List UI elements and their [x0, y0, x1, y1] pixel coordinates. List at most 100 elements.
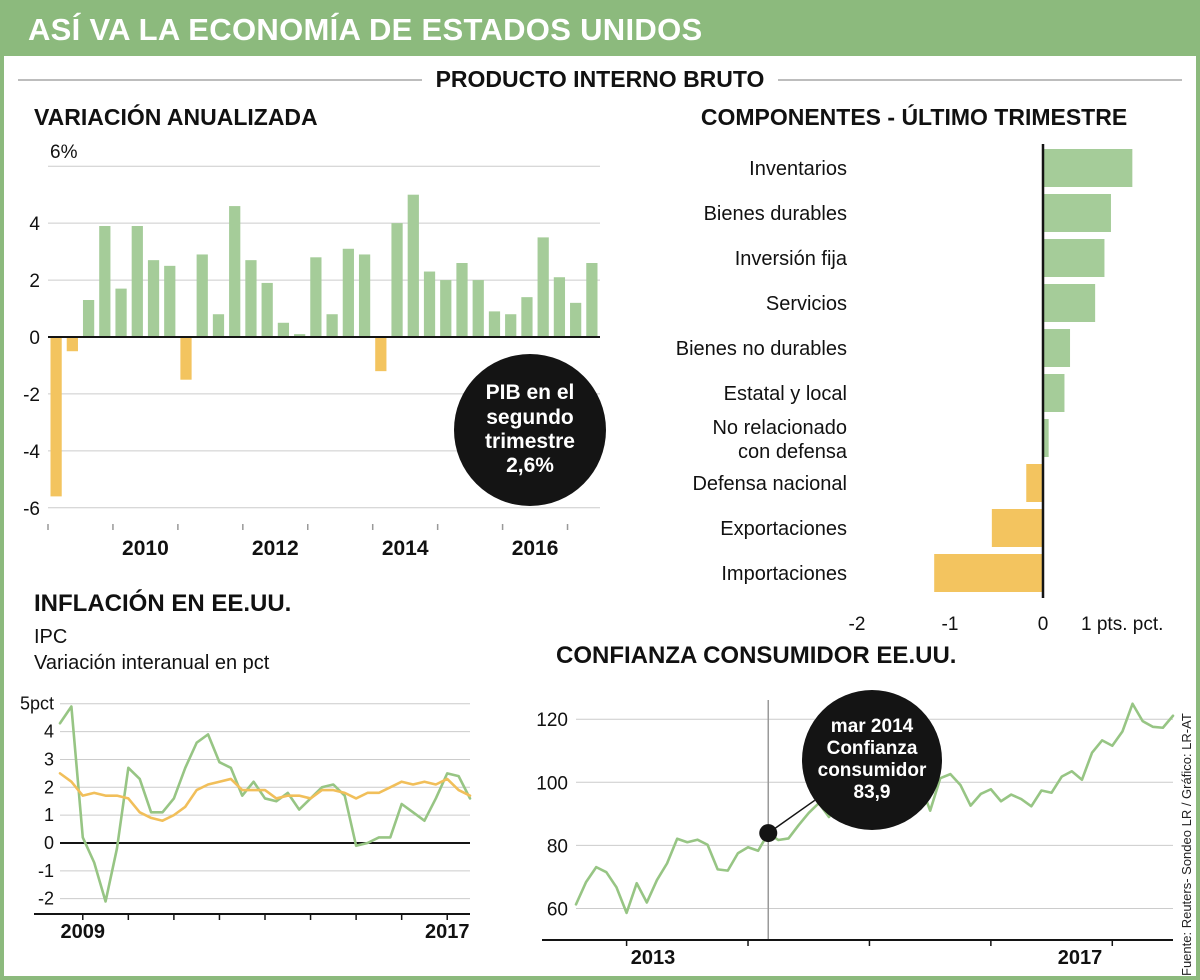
badge-line: PIB en el	[485, 381, 575, 405]
gdp-bar	[50, 337, 62, 497]
svg-text:1: 1	[44, 805, 54, 825]
svg-text:-4: -4	[23, 442, 40, 463]
svg-text:Inversión fija: Inversión fija	[735, 248, 848, 270]
svg-text:2017: 2017	[1058, 947, 1103, 969]
gdp-bar	[521, 297, 533, 337]
header-banner: ASÍ VA LA ECONOMÍA DE ESTADOS UNIDOS	[4, 4, 1196, 56]
gdp-bar	[537, 237, 549, 337]
gdp-annotation-badge: PIB en el segundo trimestre 2,6%	[454, 354, 606, 506]
gdp-bar	[82, 300, 95, 337]
components-bar-chart: Inventarios Bienes durables Inversión fija…	[676, 144, 1163, 635]
gdp-bar	[553, 277, 566, 337]
inflation-line-green	[58, 705, 472, 903]
inflation-line-orange	[58, 772, 472, 823]
inflation-chart-title: INFLACIÓN EN EE.UU.	[34, 590, 292, 617]
gdp-bar	[229, 206, 241, 337]
gdp-bar	[488, 311, 501, 337]
gdp-bar	[375, 337, 387, 372]
svg-text:Importaciones: Importaciones	[721, 563, 847, 585]
gdp-bar	[310, 257, 322, 337]
badge-line: trimestre	[485, 430, 575, 453]
badge-line: mar 2014	[830, 715, 914, 737]
svg-text:-6: -6	[23, 499, 40, 520]
main-title: ASÍ VA LA ECONOMÍA DE ESTADOS UNIDOS	[28, 12, 703, 47]
svg-text:100: 100	[536, 773, 568, 794]
gdp-bar	[358, 254, 371, 337]
component-bar	[934, 554, 1043, 592]
gdp-bar	[147, 260, 160, 337]
component-bar	[1044, 374, 1065, 412]
svg-text:4: 4	[29, 214, 40, 235]
svg-text:Defensa nacional: Defensa nacional	[692, 473, 847, 495]
divider-right	[778, 78, 1183, 81]
confidence-annotation-dot	[759, 824, 778, 843]
svg-text:6%: 6%	[50, 142, 78, 163]
svg-text:Servicios: Servicios	[766, 293, 847, 315]
svg-text:Bienes durables: Bienes durables	[704, 203, 847, 225]
gdp-bar	[570, 302, 582, 337]
section-title: PRODUCTO INTERNO BRUTO	[435, 66, 765, 92]
component-bar	[1044, 419, 1049, 457]
badge-line: 83,9	[853, 782, 891, 804]
gdp-chart-title: VARIACIÓN ANUALIZADA	[34, 104, 318, 130]
svg-text:-2: -2	[849, 614, 866, 635]
svg-text:2010: 2010	[122, 537, 169, 560]
badge-line: consumidor	[817, 760, 927, 781]
svg-text:2012: 2012	[252, 537, 299, 560]
component-bar	[1026, 464, 1043, 502]
source-credit: Fuente: Reuters- Sondeo LR / Gráfico: LR…	[1179, 713, 1194, 976]
gdp-bar	[440, 280, 452, 337]
badge-line: Confianza	[826, 737, 918, 759]
inflation-subtitle-ipc: IPC	[34, 626, 68, 648]
svg-text:Bienes no durables: Bienes no durables	[676, 338, 847, 360]
inflation-subtitle-variation: Variación interanual en pct	[34, 652, 270, 674]
svg-text:2: 2	[29, 271, 40, 292]
svg-text:2009: 2009	[61, 921, 106, 943]
svg-text:0: 0	[1038, 614, 1049, 635]
svg-text:80: 80	[547, 836, 568, 857]
inflation-line-chart: 5pct 4 3 2 1 0 -1 -2 2009 2017	[20, 694, 472, 943]
gdp-bar	[115, 288, 127, 337]
gdp-bar	[261, 282, 273, 337]
gdp-bar	[456, 263, 468, 337]
component-bar	[991, 509, 1043, 547]
gdp-bar	[180, 337, 192, 380]
confidence-annotation-badge: mar 2014 Confianza consumidor 83,9	[802, 690, 942, 830]
svg-text:3: 3	[44, 749, 54, 769]
svg-text:1 pts. pct.: 1 pts. pct.	[1081, 614, 1163, 635]
confidence-chart-title: CONFIANZA CONSUMIDOR EE.UU.	[556, 642, 957, 669]
gdp-bar-chart: 6% 4 2 0 -2 -4 -6 2010 2012 2014 2016	[23, 142, 600, 560]
svg-text:Inventarios: Inventarios	[749, 158, 847, 180]
svg-text:4: 4	[44, 722, 54, 742]
component-bar	[1044, 239, 1105, 277]
svg-text:60: 60	[547, 899, 568, 920]
component-bar	[1044, 194, 1111, 232]
svg-text:2016: 2016	[512, 537, 559, 560]
svg-text:-2: -2	[23, 385, 40, 406]
svg-text:-2: -2	[38, 889, 54, 909]
component-bar	[1044, 329, 1071, 367]
gdp-bar	[505, 314, 517, 337]
gdp-bar	[66, 337, 78, 352]
gdp-bar	[294, 334, 306, 337]
gdp-bar	[164, 265, 176, 337]
gdp-bar	[586, 263, 598, 337]
svg-text:0: 0	[29, 328, 40, 349]
svg-text:Estatal y local: Estatal y local	[724, 383, 847, 405]
svg-text:0: 0	[44, 833, 54, 853]
gdp-bar	[245, 260, 257, 337]
svg-text:2017: 2017	[425, 921, 470, 943]
gdp-bar	[99, 226, 111, 337]
svg-text:2014: 2014	[382, 537, 429, 560]
gdp-bar	[131, 226, 143, 337]
divider-left	[18, 78, 422, 81]
gdp-bar	[407, 194, 419, 337]
svg-text:Exportaciones: Exportaciones	[720, 518, 847, 540]
svg-text:-1: -1	[942, 614, 959, 635]
badge-line: segundo	[486, 405, 574, 429]
gdp-bar	[212, 314, 225, 337]
section-title-row: PRODUCTO INTERNO BRUTO	[18, 66, 1183, 93]
gdp-bar	[342, 248, 354, 337]
